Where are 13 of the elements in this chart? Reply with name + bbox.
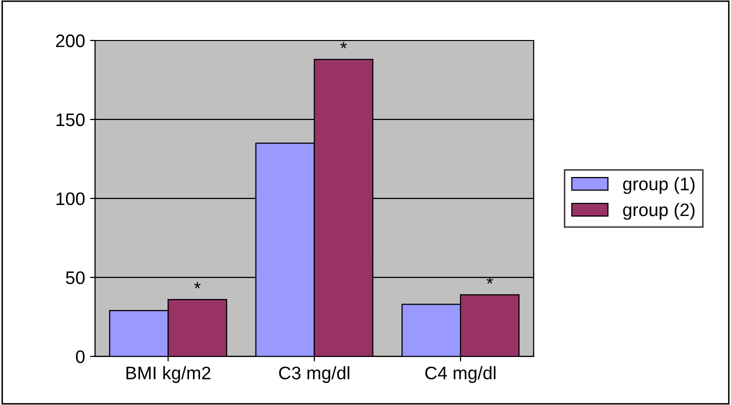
- x-tick-label: C3 mg/dl: [279, 366, 350, 383]
- y-tick-label: 50: [66, 271, 85, 284]
- y-tick-label: 0: [76, 350, 85, 364]
- annotation: *: [340, 42, 347, 48]
- x-tick-label: C4 mg/dl: [425, 366, 496, 383]
- legend-label: group (1): [623, 177, 695, 194]
- x-tick-label: BMI kg/m2: [126, 366, 210, 383]
- annotation: *: [486, 277, 493, 284]
- y-tick-label: 150: [56, 113, 85, 126]
- y-tick-label: 200: [56, 34, 85, 48]
- legend-label: group (2): [623, 202, 695, 220]
- annotation: *: [194, 282, 201, 288]
- y-tick-label: 100: [56, 192, 85, 206]
